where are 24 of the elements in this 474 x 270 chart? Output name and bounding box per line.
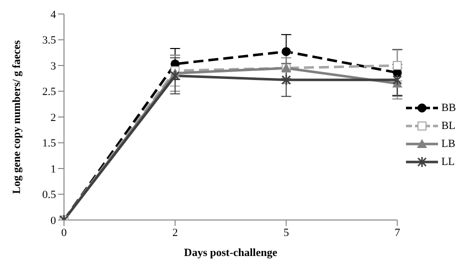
- x-tick-label: 0: [61, 226, 68, 239]
- point: [170, 70, 180, 82]
- y-tick-label: 1.5: [42, 138, 56, 150]
- x-axis-title: Days post-challenge: [184, 247, 278, 259]
- x-tick-label: 7: [394, 226, 401, 239]
- y-tick-label: 3: [50, 60, 56, 72]
- point: [281, 74, 291, 86]
- y-tick-label: 0: [50, 214, 56, 227]
- legend-label: BB: [441, 102, 456, 114]
- legend-label: BL: [441, 120, 456, 132]
- y-axis-title: Log gene copy numbers/ g faeces: [10, 39, 23, 194]
- y-tick-label: 4: [50, 8, 56, 21]
- x-tick-label: 5: [283, 226, 290, 239]
- point: [392, 74, 402, 86]
- legend-label: LL: [441, 156, 455, 168]
- legend-label: LB: [441, 138, 456, 150]
- y-tick-label: 3.5: [42, 34, 56, 47]
- point: [282, 47, 291, 56]
- y-tick-label: 2.5: [42, 86, 56, 98]
- x-tick-label: 2: [172, 226, 178, 239]
- y-tick-label: 0.5: [42, 189, 56, 202]
- y-tick-label: 1: [50, 163, 56, 176]
- point: [392, 61, 402, 70]
- y-tick-label: 2: [50, 112, 56, 124]
